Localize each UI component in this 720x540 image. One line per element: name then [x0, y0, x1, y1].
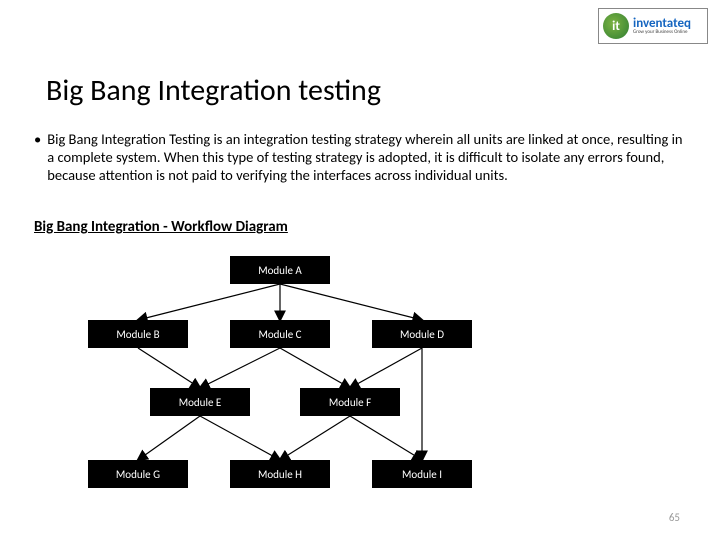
diagram-edge-e-h [200, 416, 280, 460]
brand-logo-glyph: it [612, 19, 620, 34]
diagram-edge-c-e [200, 348, 280, 388]
brand-logo-icon: it [603, 13, 629, 39]
body-paragraph: • Big Bang Integration Testing is an int… [34, 130, 690, 184]
diagram-node-h: Module H [230, 460, 330, 488]
diagram-edge-f-i [350, 416, 422, 460]
brand-logo: it inventateq Grow your Business Online [598, 8, 708, 44]
diagram-edge-c-f [280, 348, 350, 388]
diagram-subtitle: Big Bang Integration - Workflow Diagram [34, 218, 288, 236]
diagram-node-b: Module B [88, 320, 188, 348]
diagram-node-e: Module E [150, 388, 250, 416]
bullet-item: • Big Bang Integration Testing is an int… [34, 130, 690, 184]
bullet-marker: • [34, 130, 41, 184]
diagram-edge-a-d [280, 284, 422, 320]
diagram-edge-e-g [138, 416, 200, 460]
bullet-text: Big Bang Integration Testing is an integ… [47, 130, 690, 184]
diagram-node-a: Module A [230, 256, 330, 284]
diagram-node-c: Module C [230, 320, 330, 348]
diagram-edge-b-e [138, 348, 200, 388]
brand-logo-sub: Grow your Business Online [633, 30, 691, 35]
diagram-node-i: Module I [372, 460, 472, 488]
brand-logo-text: inventateq Grow your Business Online [633, 17, 691, 35]
diagram-node-d: Module D [372, 320, 472, 348]
diagram-edge-f-h [280, 416, 350, 460]
diagram-node-f: Module F [300, 388, 400, 416]
diagram-edge-d-f [350, 348, 422, 388]
page-number: 65 [669, 511, 680, 524]
diagram-edge-a-b [138, 284, 280, 320]
diagram-node-g: Module G [88, 460, 188, 488]
slide-title: Big Bang Integration testing [46, 72, 381, 109]
workflow-diagram: Module A Module B Module C Module D Module E… [70, 250, 520, 510]
